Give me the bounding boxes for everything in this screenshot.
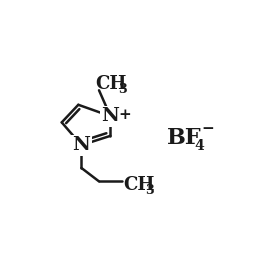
Text: CH: CH bbox=[95, 75, 126, 93]
Text: BF: BF bbox=[167, 127, 202, 149]
Text: CH: CH bbox=[123, 176, 154, 194]
Text: 3: 3 bbox=[118, 83, 126, 96]
Text: N: N bbox=[102, 107, 119, 125]
Text: +: + bbox=[119, 108, 131, 122]
Text: −: − bbox=[201, 122, 214, 136]
Text: 3: 3 bbox=[146, 184, 154, 197]
Text: 4: 4 bbox=[194, 139, 204, 153]
Text: N: N bbox=[72, 136, 90, 154]
